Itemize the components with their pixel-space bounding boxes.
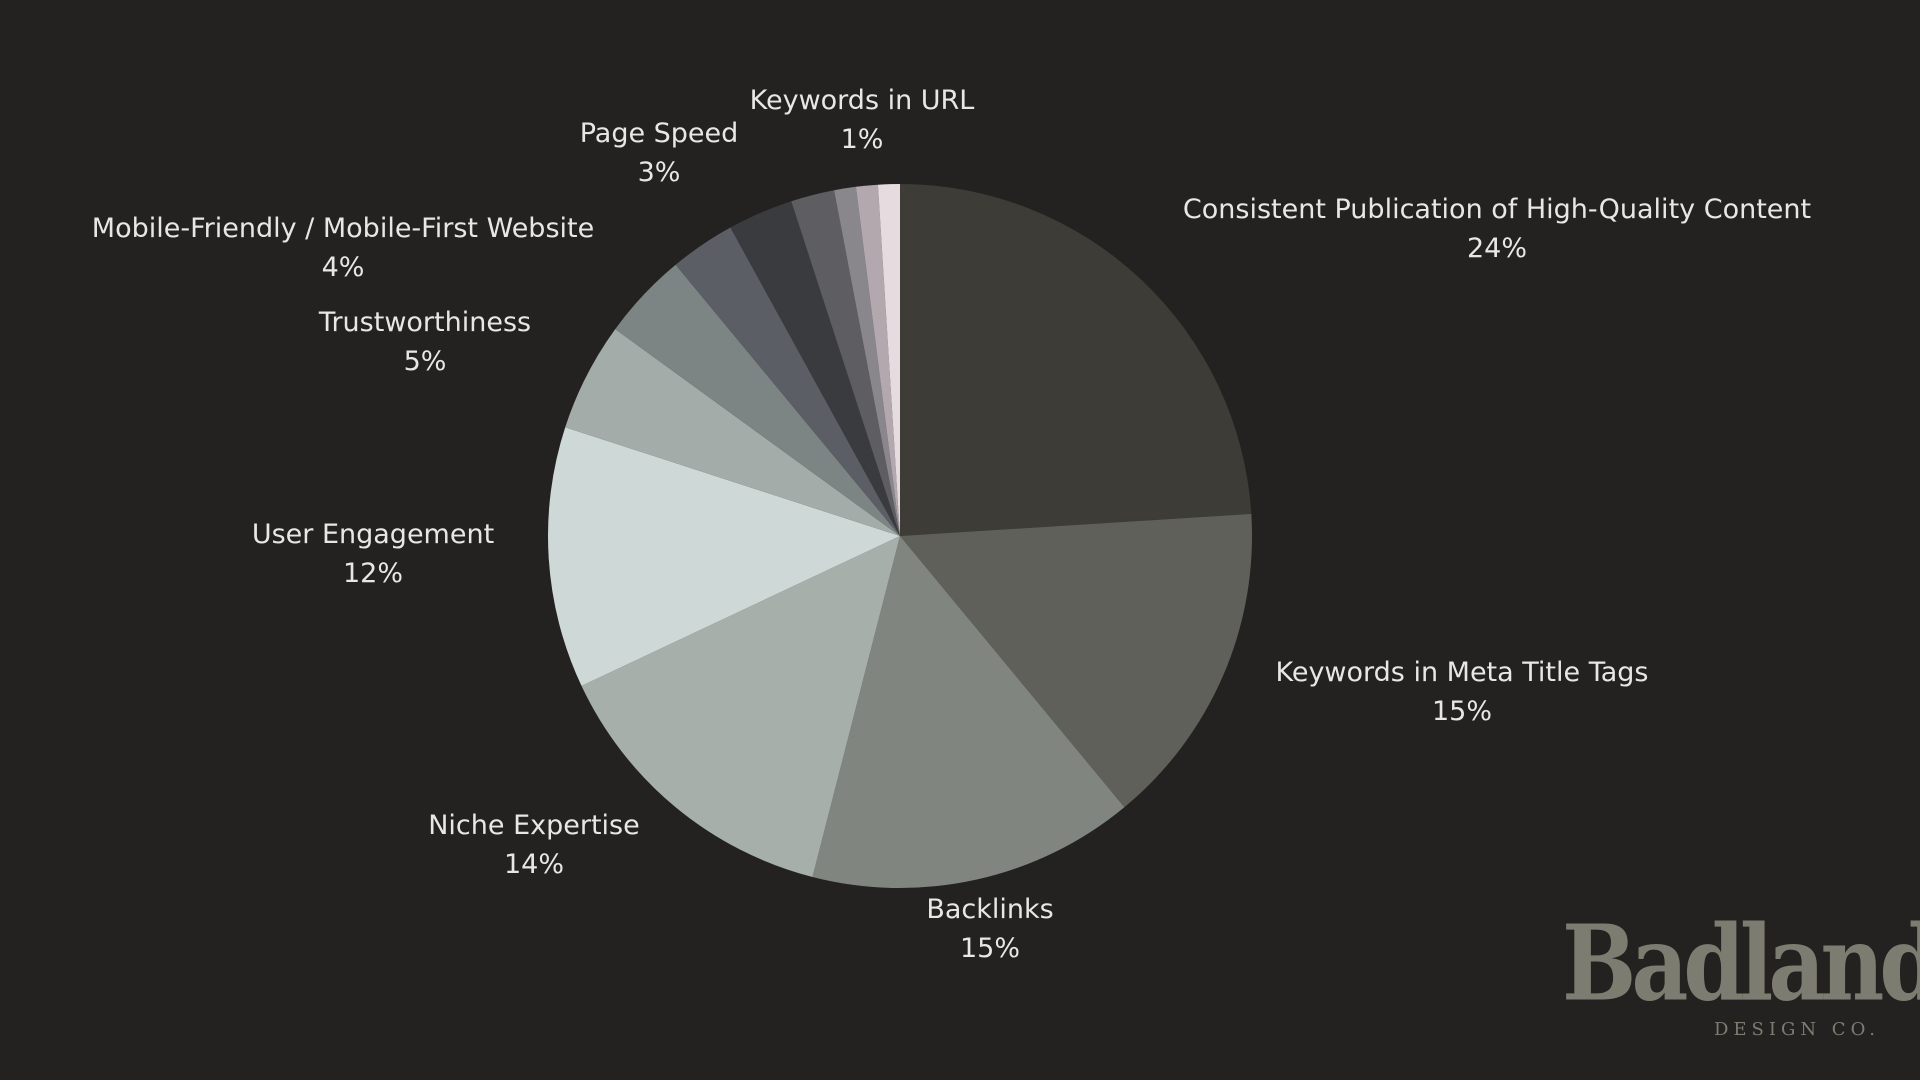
slice-label-page-speed: Page Speed	[580, 118, 739, 149]
pie-slice-page-speed	[730, 201, 900, 537]
pie-slice-niche-expertise	[581, 536, 900, 877]
slice-label-keywords-in-meta-title-tags: Keywords in Meta Title Tags	[1275, 657, 1648, 688]
pie-slice-keywords-in-meta-title-tags	[900, 513, 1253, 808]
slice-label-trustworthiness: Trustworthiness	[318, 307, 531, 338]
pie-slice-unlabeled-9	[791, 190, 900, 537]
badlands-logo: Badlands DESIGN CO.	[1562, 911, 1920, 1040]
slice-percent-consistent-publication-of-high-quality-content: 24%	[1467, 233, 1527, 264]
pie-slice-unlabeled-10	[834, 186, 900, 536]
pie-slice-user-engagement	[548, 427, 900, 686]
slice-labels: Consistent Publication of High-Quality C…	[92, 85, 1811, 964]
pie-slice-keywords-in-url	[877, 184, 900, 536]
pie-slice-unlabeled-11	[855, 184, 900, 536]
slice-label-niche-expertise: Niche Expertise	[428, 810, 640, 841]
pie-slice-consistent-publication-of-high-quality-content	[900, 184, 1252, 536]
slice-label-keywords-in-url: Keywords in URL	[750, 85, 975, 116]
slice-label-user-engagement: User Engagement	[252, 519, 494, 550]
slice-label-consistent-publication-of-high-quality-content: Consistent Publication of High-Quality C…	[1183, 194, 1811, 225]
pie-slice-backlinks	[812, 536, 1125, 888]
slice-percent-backlinks: 15%	[960, 933, 1020, 964]
slice-percent-keywords-in-meta-title-tags: 15%	[1432, 696, 1492, 727]
slice-label-backlinks: Backlinks	[926, 894, 1053, 925]
slice-percent-page-speed: 3%	[638, 157, 681, 188]
pie-slice-trustworthiness	[565, 329, 900, 536]
logo-subtitle: DESIGN CO.	[1713, 1019, 1880, 1040]
logo-wordmark: Badlands	[1562, 901, 1920, 1025]
slice-percent-trustworthiness: 5%	[404, 346, 447, 377]
slice-percent-niche-expertise: 14%	[504, 849, 564, 880]
slice-label-mobile-friendly-mobile-first-website: Mobile-Friendly / Mobile-First Website	[92, 213, 594, 244]
slice-percent-user-engagement: 12%	[343, 558, 403, 589]
slice-percent-mobile-friendly-mobile-first-website: 4%	[322, 252, 365, 283]
pie-slice-unlabeled-7	[675, 227, 900, 537]
slice-percent-keywords-in-url: 1%	[841, 124, 884, 155]
pie-slice-mobile-friendly-mobile-first-website	[615, 264, 900, 536]
pie-slices	[548, 184, 1253, 888]
